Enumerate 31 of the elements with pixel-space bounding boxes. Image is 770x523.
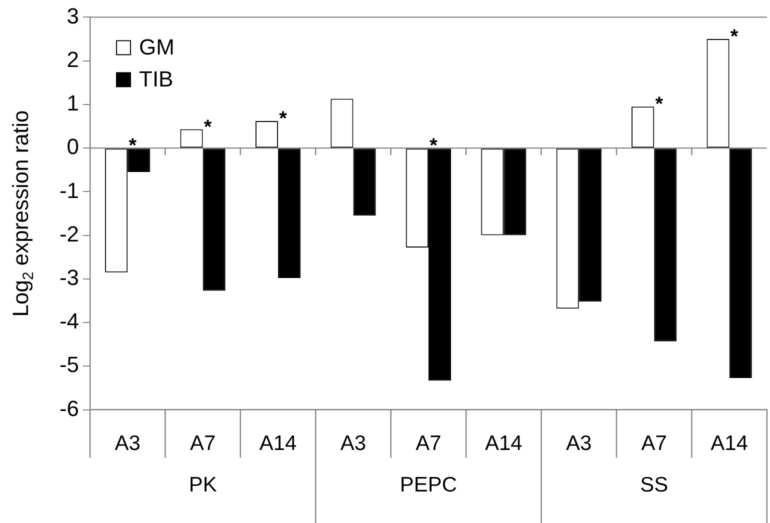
y-tick-label: -2: [59, 221, 79, 246]
text: PEPC: [400, 474, 458, 497]
x-tick-label: A3: [566, 432, 592, 456]
data-label: *: [279, 108, 288, 130]
y-axis-title: Log2 expression ratio: [8, 110, 38, 317]
y-tick-label: -4: [59, 308, 79, 334]
y-tick-label: 2: [66, 46, 79, 72]
y-tick-label: -1: [59, 178, 79, 203]
x-tick-label: A3: [340, 432, 366, 456]
x-tick-label: A14: [259, 432, 298, 456]
legend-label: TIB: [139, 66, 174, 92]
text: PK: [188, 474, 217, 497]
y-tick-label: -5: [59, 352, 79, 378]
y-tick-label: -6: [59, 396, 79, 421]
text: SS: [640, 474, 668, 497]
x-tick-label: A14: [484, 432, 523, 456]
x-tick-label: A14: [710, 432, 748, 456]
data-label: *: [204, 116, 212, 138]
x-tick-label: A7: [641, 432, 667, 456]
x-tick-label: A3: [114, 432, 140, 456]
data-label: *: [655, 94, 664, 116]
data-label: *: [730, 26, 738, 48]
y-tick-label: -3: [59, 264, 79, 290]
y-tick-label: 0: [66, 134, 79, 160]
x-tick-label: A7: [190, 432, 216, 456]
data-label: *: [430, 135, 438, 158]
y-tick-label: 1: [66, 90, 79, 116]
data-label: *: [128, 135, 137, 158]
legend-label: GM: [139, 34, 174, 60]
x-tick-label: A7: [416, 432, 442, 456]
y-tick-label: 3: [66, 3, 79, 28]
